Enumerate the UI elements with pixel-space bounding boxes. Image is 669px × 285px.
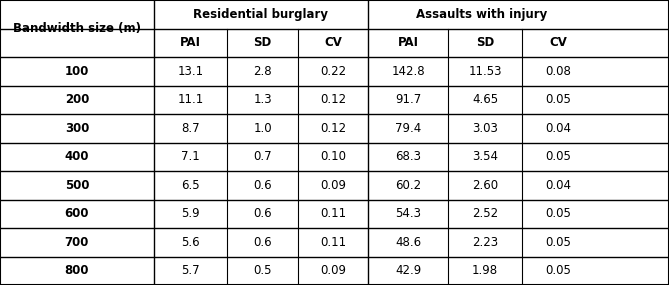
Text: 54.3: 54.3	[395, 207, 421, 220]
Text: 0.09: 0.09	[320, 179, 346, 192]
Text: 60.2: 60.2	[395, 179, 421, 192]
Text: 100: 100	[65, 65, 89, 78]
Text: 2.8: 2.8	[254, 65, 272, 78]
Text: 400: 400	[65, 150, 89, 163]
Text: 0.08: 0.08	[546, 65, 571, 78]
Text: 0.12: 0.12	[320, 122, 346, 135]
Text: Assaults with injury: Assaults with injury	[416, 8, 547, 21]
Text: 0.10: 0.10	[320, 150, 346, 163]
Text: 0.05: 0.05	[546, 207, 571, 220]
Text: 0.04: 0.04	[546, 122, 571, 135]
Text: 13.1: 13.1	[177, 65, 204, 78]
Text: CV: CV	[550, 36, 567, 49]
Text: Residential burglary: Residential burglary	[193, 8, 328, 21]
Text: 0.04: 0.04	[546, 179, 571, 192]
Text: 0.12: 0.12	[320, 93, 346, 106]
Text: 2.52: 2.52	[472, 207, 498, 220]
Text: PAI: PAI	[397, 36, 419, 49]
Text: 0.11: 0.11	[320, 207, 346, 220]
Text: 0.6: 0.6	[254, 236, 272, 249]
Text: 600: 600	[65, 207, 89, 220]
Text: 0.7: 0.7	[254, 150, 272, 163]
Text: SD: SD	[254, 36, 272, 49]
Text: SD: SD	[476, 36, 494, 49]
Text: 0.6: 0.6	[254, 207, 272, 220]
Text: 6.5: 6.5	[181, 179, 200, 192]
Text: 0.05: 0.05	[546, 93, 571, 106]
Text: 4.65: 4.65	[472, 93, 498, 106]
Text: 1.0: 1.0	[254, 122, 272, 135]
Text: 2.60: 2.60	[472, 179, 498, 192]
Text: 8.7: 8.7	[181, 122, 200, 135]
Text: 2.23: 2.23	[472, 236, 498, 249]
Text: 142.8: 142.8	[391, 65, 425, 78]
Text: 48.6: 48.6	[395, 236, 421, 249]
Text: 300: 300	[65, 122, 89, 135]
Text: 0.05: 0.05	[546, 150, 571, 163]
Text: 42.9: 42.9	[395, 264, 421, 277]
Text: 0.09: 0.09	[320, 264, 346, 277]
Text: 7.1: 7.1	[181, 150, 200, 163]
Text: 11.53: 11.53	[468, 65, 502, 78]
Text: 0.05: 0.05	[546, 264, 571, 277]
Text: 700: 700	[65, 236, 89, 249]
Text: 3.03: 3.03	[472, 122, 498, 135]
Text: 0.05: 0.05	[546, 236, 571, 249]
Text: 500: 500	[65, 179, 89, 192]
Text: 11.1: 11.1	[177, 93, 204, 106]
Text: 3.54: 3.54	[472, 150, 498, 163]
Text: 200: 200	[65, 93, 89, 106]
Text: 0.5: 0.5	[254, 264, 272, 277]
Text: 68.3: 68.3	[395, 150, 421, 163]
Text: 1.3: 1.3	[254, 93, 272, 106]
Text: 1.98: 1.98	[472, 264, 498, 277]
Text: 79.4: 79.4	[395, 122, 421, 135]
Text: 91.7: 91.7	[395, 93, 421, 106]
Text: 5.7: 5.7	[181, 264, 200, 277]
Text: CV: CV	[324, 36, 342, 49]
Text: Bandwidth size (m): Bandwidth size (m)	[13, 22, 141, 35]
Text: 0.6: 0.6	[254, 179, 272, 192]
Text: 5.9: 5.9	[181, 207, 200, 220]
Text: 0.11: 0.11	[320, 236, 346, 249]
Text: 0.22: 0.22	[320, 65, 346, 78]
Text: 800: 800	[65, 264, 89, 277]
Text: 5.6: 5.6	[181, 236, 200, 249]
Text: PAI: PAI	[180, 36, 201, 49]
